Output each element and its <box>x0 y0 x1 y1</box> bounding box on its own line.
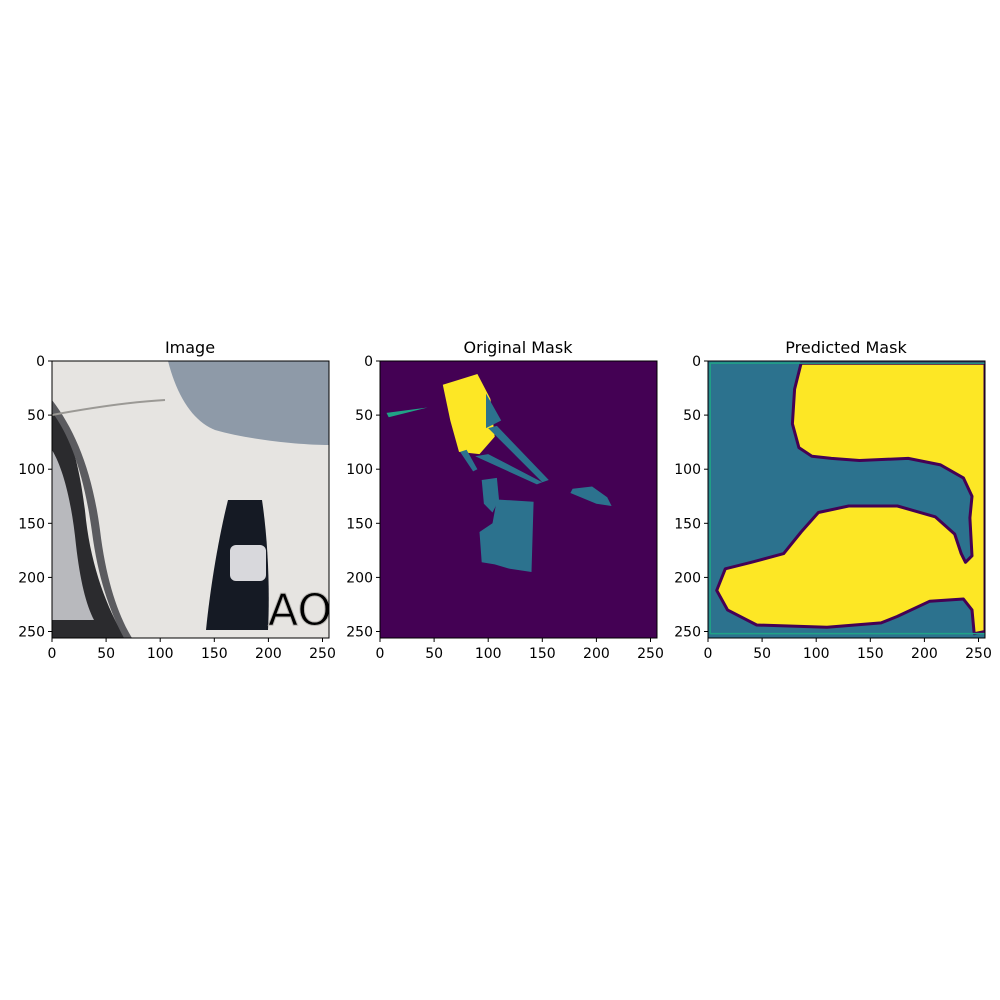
y-axis-original-mask: 0 50 100 150 200 250 <box>346 354 380 641</box>
x-tick-label: 0 <box>48 646 57 662</box>
y-tick-label: 100 <box>18 462 45 478</box>
mask-background <box>380 361 657 638</box>
plot-frame-predicted-mask <box>707 360 986 639</box>
y-axis-image: 0 50 100 150 200 250 <box>18 354 52 641</box>
car-body-crease <box>52 399 166 416</box>
x-tick-label: 250 <box>965 646 992 662</box>
y-tick-label: 100 <box>674 462 701 478</box>
plot-frame-image <box>51 360 330 639</box>
y-tick-label: 50 <box>683 408 701 424</box>
x-tick-label: 50 <box>97 646 115 662</box>
panel-predicted-mask: Predicted Mask 0 50 100 150 200 250 0 50 100 150… <box>674 338 992 662</box>
x-tick-label: 150 <box>529 646 556 662</box>
mask-regions <box>386 374 612 572</box>
x-tick-label: 100 <box>803 646 830 662</box>
y-tick-label: 150 <box>674 516 701 532</box>
panel-title-image: Image <box>165 338 215 357</box>
panel-title-predicted-mask: Predicted Mask <box>785 338 907 357</box>
x-axis-image: 0 50 100 150 200 250 <box>48 638 336 662</box>
mask-region-class1-4 <box>475 454 543 485</box>
y-tick-label: 0 <box>692 354 701 370</box>
watermark-text: AOS <box>268 585 360 636</box>
mask-region-class1-6 <box>479 499 534 572</box>
mask-region-class1-3 <box>460 449 478 472</box>
panel-title-original-mask: Original Mask <box>464 338 574 357</box>
y-tick-label: 250 <box>674 625 701 641</box>
panel-image: Image AOS 0 50 100 150 200 250 0 50 100 150 200 25… <box>18 338 360 662</box>
mask-region-class1-2 <box>488 425 549 483</box>
x-axis-original-mask: 0 50 100 150 200 250 <box>376 638 664 662</box>
mask-region-class1-1 <box>486 393 502 429</box>
x-tick-label: 250 <box>309 646 336 662</box>
x-axis-predicted-mask: 0 50 100 150 200 250 <box>704 638 992 662</box>
y-tick-label: 50 <box>27 408 45 424</box>
x-tick-label: 0 <box>704 646 713 662</box>
photo-content: AOS <box>52 361 360 638</box>
x-tick-label: 50 <box>753 646 771 662</box>
car-wheel-rim <box>52 450 94 620</box>
x-tick-label: 250 <box>637 646 664 662</box>
x-tick-label: 50 <box>425 646 443 662</box>
panel-original-mask: Original Mask 0 50 100 150 200 250 0 50 100 150 2… <box>346 338 664 662</box>
y-tick-label: 250 <box>346 625 373 641</box>
mask-region-class1-5 <box>481 477 499 513</box>
y-tick-label: 50 <box>355 408 373 424</box>
mask-region-class3-0 <box>715 361 985 636</box>
y-tick-label: 200 <box>346 570 373 586</box>
x-tick-label: 200 <box>583 646 610 662</box>
x-tick-label: 100 <box>147 646 174 662</box>
mask-regions <box>709 361 985 636</box>
car-fender-edge <box>52 400 132 638</box>
plot-frame-original-mask <box>379 360 658 639</box>
y-tick-label: 150 <box>18 516 45 532</box>
y-tick-label: 0 <box>364 354 373 370</box>
x-tick-label: 200 <box>255 646 282 662</box>
y-tick-label: 150 <box>346 516 373 532</box>
x-tick-label: 150 <box>201 646 228 662</box>
y-axis-predicted-mask: 0 50 100 150 200 250 <box>674 354 708 641</box>
x-tick-label: 150 <box>857 646 884 662</box>
x-tick-label: 200 <box>911 646 938 662</box>
car-headlight <box>168 361 329 445</box>
mask-region-class3-0 <box>442 374 495 455</box>
y-tick-label: 200 <box>18 570 45 586</box>
mask-region-class1-7 <box>570 486 612 506</box>
car-fog-lamp <box>230 545 266 581</box>
x-tick-label: 100 <box>475 646 502 662</box>
y-tick-label: 0 <box>36 354 45 370</box>
y-tick-label: 200 <box>674 570 701 586</box>
x-tick-label: 0 <box>376 646 385 662</box>
y-tick-label: 250 <box>18 625 45 641</box>
y-tick-label: 100 <box>346 462 373 478</box>
mask-region-class2-8 <box>386 407 428 418</box>
